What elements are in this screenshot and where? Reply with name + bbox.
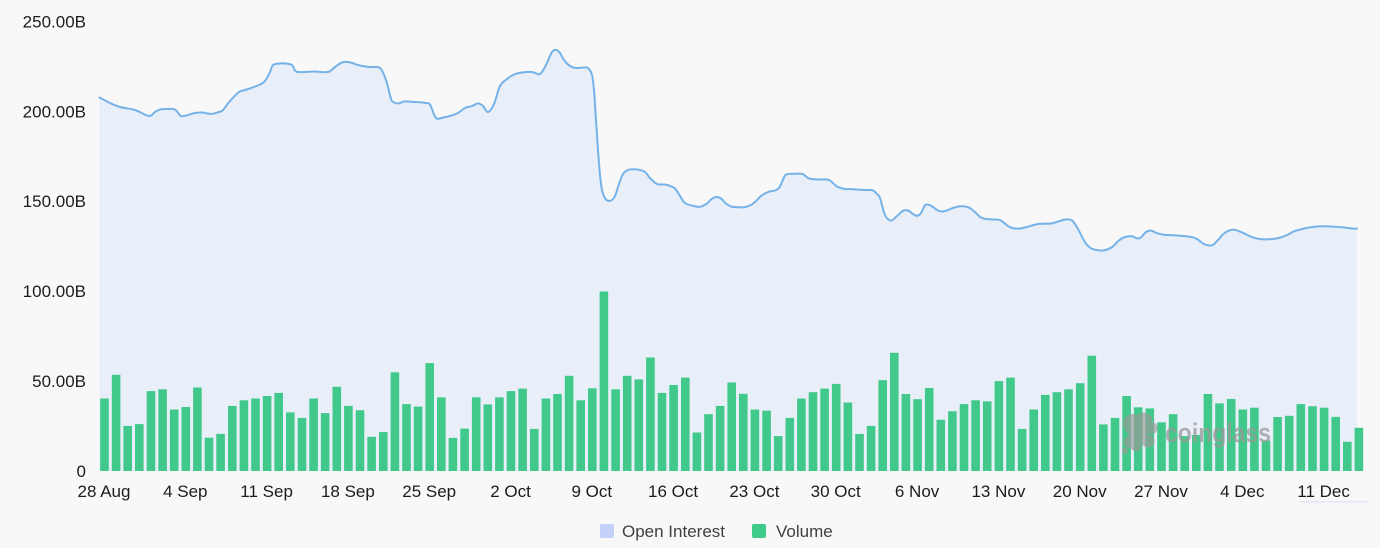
svg-text:coinglass: coinglass: [1165, 418, 1271, 448]
svg-text:0: 0: [77, 462, 86, 481]
svg-text:30 Oct: 30 Oct: [811, 482, 861, 501]
svg-text:13 Nov: 13 Nov: [971, 482, 1025, 501]
svg-text:27 Nov: 27 Nov: [1134, 482, 1188, 501]
svg-text:11 Dec: 11 Dec: [1297, 482, 1350, 501]
svg-text:9 Oct: 9 Oct: [571, 482, 612, 501]
svg-text:4 Dec: 4 Dec: [1220, 482, 1265, 501]
svg-text:Open Interest: Open Interest: [622, 522, 725, 541]
svg-text:250.00B: 250.00B: [23, 12, 86, 31]
svg-text:150.00B: 150.00B: [23, 192, 86, 211]
svg-text:2 Oct: 2 Oct: [490, 482, 531, 501]
svg-text:25 Sep: 25 Sep: [402, 482, 456, 501]
svg-text:50.00B: 50.00B: [32, 372, 86, 391]
svg-text:100.00B: 100.00B: [23, 282, 86, 301]
svg-text:20 Nov: 20 Nov: [1053, 482, 1107, 501]
svg-text:16 Oct: 16 Oct: [648, 482, 698, 501]
svg-text:18 Sep: 18 Sep: [321, 482, 375, 501]
svg-text:Volume: Volume: [776, 522, 833, 541]
svg-text:28 Aug: 28 Aug: [78, 482, 131, 501]
svg-text:11 Sep: 11 Sep: [240, 482, 293, 501]
svg-text:4 Sep: 4 Sep: [163, 482, 207, 501]
svg-text:6 Nov: 6 Nov: [895, 482, 940, 501]
svg-text:23 Oct: 23 Oct: [729, 482, 779, 501]
svg-text:200.00B: 200.00B: [23, 102, 86, 121]
